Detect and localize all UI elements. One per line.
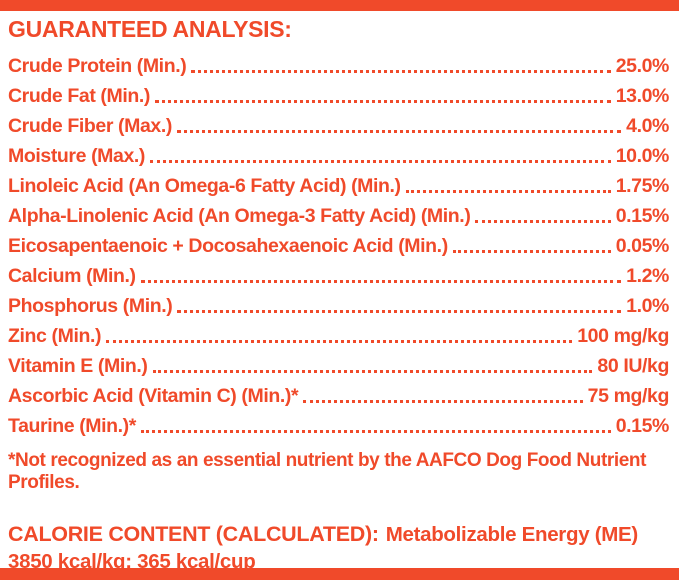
- nutrient-label: Crude Fat (Min.): [8, 85, 151, 107]
- nutrient-value: 0.15%: [615, 415, 670, 437]
- dotted-leader: [155, 100, 611, 103]
- dotted-leader: [106, 340, 573, 343]
- table-row: Calcium (Min.) 1.2%: [8, 261, 669, 291]
- nutrient-value: 80 IU/kg: [597, 355, 669, 377]
- nutrient-value: 13.0%: [615, 85, 670, 107]
- nutrient-label: Crude Fiber (Max.): [8, 115, 172, 137]
- nutrient-value: 1.2%: [626, 265, 669, 287]
- table-row: Ascorbic Acid (Vitamin C) (Min.)* 75 mg/…: [8, 381, 669, 411]
- aafco-footnote: *Not recognized as an essential nutrient…: [8, 450, 647, 493]
- table-row: Crude Protein (Min.) 25.0%: [8, 51, 669, 81]
- dotted-leader: [150, 160, 611, 163]
- table-row: Phosphorus (Min.) 1.0%: [8, 291, 669, 321]
- dotted-leader: [405, 190, 611, 193]
- nutrient-label: Linoleic Acid (An Omega-6 Fatty Acid) (M…: [8, 175, 401, 197]
- nutrient-label: Vitamin E (Min.): [8, 355, 148, 377]
- nutrient-label: Phosphorus (Min.): [8, 295, 173, 317]
- dotted-leader: [177, 310, 622, 313]
- bottom-border-bar: [0, 568, 679, 580]
- nutrient-value: 0.05%: [615, 235, 670, 257]
- table-row: Taurine (Min.)* 0.15%: [8, 411, 669, 441]
- dotted-leader: [475, 220, 611, 223]
- nutrient-label: Crude Protein (Min.): [8, 55, 187, 77]
- dotted-leader: [152, 370, 593, 373]
- nutrient-value: 1.0%: [626, 295, 669, 317]
- calorie-content-section: CALORIE CONTENT (CALCULATED): Metabolizab…: [8, 521, 663, 575]
- nutrient-label: Calcium (Min.): [8, 265, 136, 287]
- table-row: Vitamin E (Min.) 80 IU/kg: [8, 351, 669, 381]
- analysis-table: Crude Protein (Min.) 25.0% Crude Fat (Mi…: [8, 51, 669, 441]
- panel-title: GUARANTEED ANALYSIS:: [8, 16, 292, 42]
- nutrient-value: 75 mg/kg: [587, 385, 670, 407]
- table-row: Crude Fiber (Max.) 4.0%: [8, 111, 669, 141]
- table-row: Linoleic Acid (An Omega-6 Fatty Acid) (M…: [8, 171, 669, 201]
- dotted-leader: [140, 430, 611, 433]
- dotted-leader: [303, 400, 583, 403]
- nutrient-label: Moisture (Max.): [8, 145, 146, 167]
- nutrient-label: Taurine (Min.)*: [8, 415, 136, 437]
- nutrient-label: Zinc (Min.): [8, 325, 102, 347]
- calorie-content-text: Metabolizable Energy (ME) 3850 kcal/kg; …: [8, 523, 638, 573]
- table-row: Moisture (Max.) 10.0%: [8, 141, 669, 171]
- nutrient-label: Ascorbic Acid (Vitamin C) (Min.)*: [8, 385, 299, 407]
- dotted-leader: [191, 70, 611, 73]
- nutrient-value: 10.0%: [615, 145, 670, 167]
- panel-content: GUARANTEED ANALYSIS: Crude Protein (Min.…: [0, 11, 679, 573]
- table-row: Zinc (Min.) 100 mg/kg: [8, 321, 669, 351]
- nutrient-label: Eicosapentaenoic + Docosahexaenoic Acid …: [8, 235, 448, 257]
- table-row: Eicosapentaenoic + Docosahexaenoic Acid …: [8, 231, 669, 261]
- table-row: Crude Fat (Min.) 13.0%: [8, 81, 669, 111]
- dotted-leader: [452, 250, 611, 253]
- nutrient-label: Alpha-Linolenic Acid (An Omega-3 Fatty A…: [8, 205, 471, 227]
- dotted-leader: [177, 130, 622, 133]
- nutrient-value: 0.15%: [615, 205, 670, 227]
- table-row: Alpha-Linolenic Acid (An Omega-3 Fatty A…: [8, 201, 669, 231]
- nutrient-value: 25.0%: [615, 55, 670, 77]
- calorie-content-heading: CALORIE CONTENT (CALCULATED):: [8, 522, 379, 546]
- dotted-leader: [140, 280, 622, 283]
- nutrient-value: 1.75%: [615, 175, 670, 197]
- nutrient-value: 4.0%: [626, 115, 669, 137]
- nutrient-value: 100 mg/kg: [577, 325, 669, 347]
- top-border-bar: [0, 0, 679, 11]
